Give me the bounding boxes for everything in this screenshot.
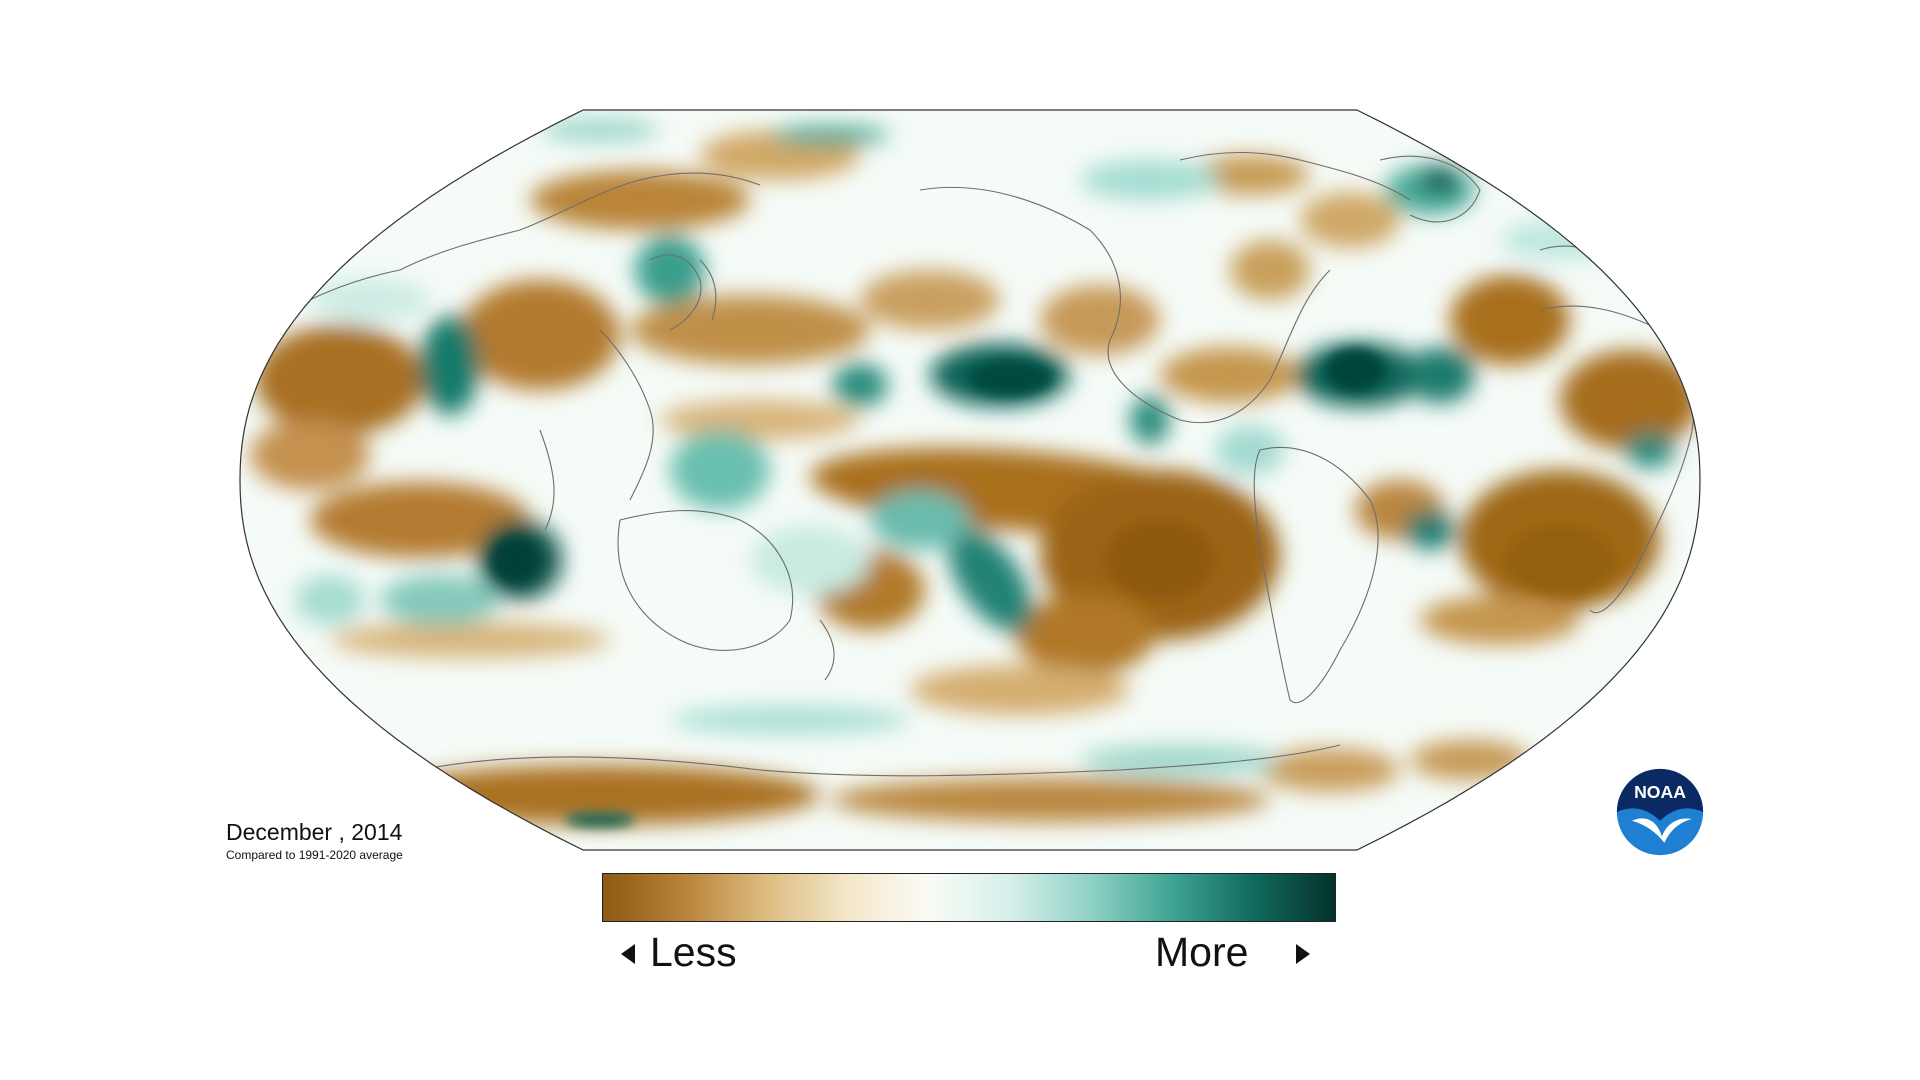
legend-less-label: Less bbox=[650, 929, 737, 975]
africa-coast bbox=[1539, 305, 1695, 614]
australia-coast bbox=[617, 510, 794, 651]
antarctica-coast bbox=[419, 744, 1341, 777]
anomaly-field bbox=[240, 110, 1700, 850]
legend-more-label: More bbox=[1155, 929, 1249, 975]
triangle-right-icon bbox=[1296, 944, 1310, 964]
baseline-label: Compared to 1991-2020 average bbox=[226, 848, 403, 862]
arctic-canada-coast bbox=[1179, 151, 1411, 201]
anomaly-blobs bbox=[250, 118, 1700, 825]
korea-coast bbox=[649, 254, 702, 331]
japan-coast bbox=[699, 259, 717, 321]
legend-colorbar bbox=[602, 873, 1336, 922]
se-asia-coast bbox=[599, 329, 654, 501]
anomaly-cores bbox=[491, 348, 1615, 827]
new-zealand-coast bbox=[819, 619, 835, 681]
greenland-coast bbox=[1379, 155, 1481, 223]
noaa-logo-icon: NOAA bbox=[1616, 768, 1704, 856]
triangle-left-icon bbox=[621, 944, 635, 964]
globe-outline bbox=[239, 109, 1701, 851]
date-label: December , 2014 bbox=[226, 819, 403, 845]
noaa-logo-text: NOAA bbox=[1634, 782, 1686, 802]
south-america-coast bbox=[1253, 446, 1379, 704]
eurasia-coast bbox=[259, 172, 761, 331]
coastlines bbox=[259, 151, 1695, 777]
north-america-coast bbox=[919, 186, 1331, 424]
india-coast bbox=[539, 429, 555, 531]
